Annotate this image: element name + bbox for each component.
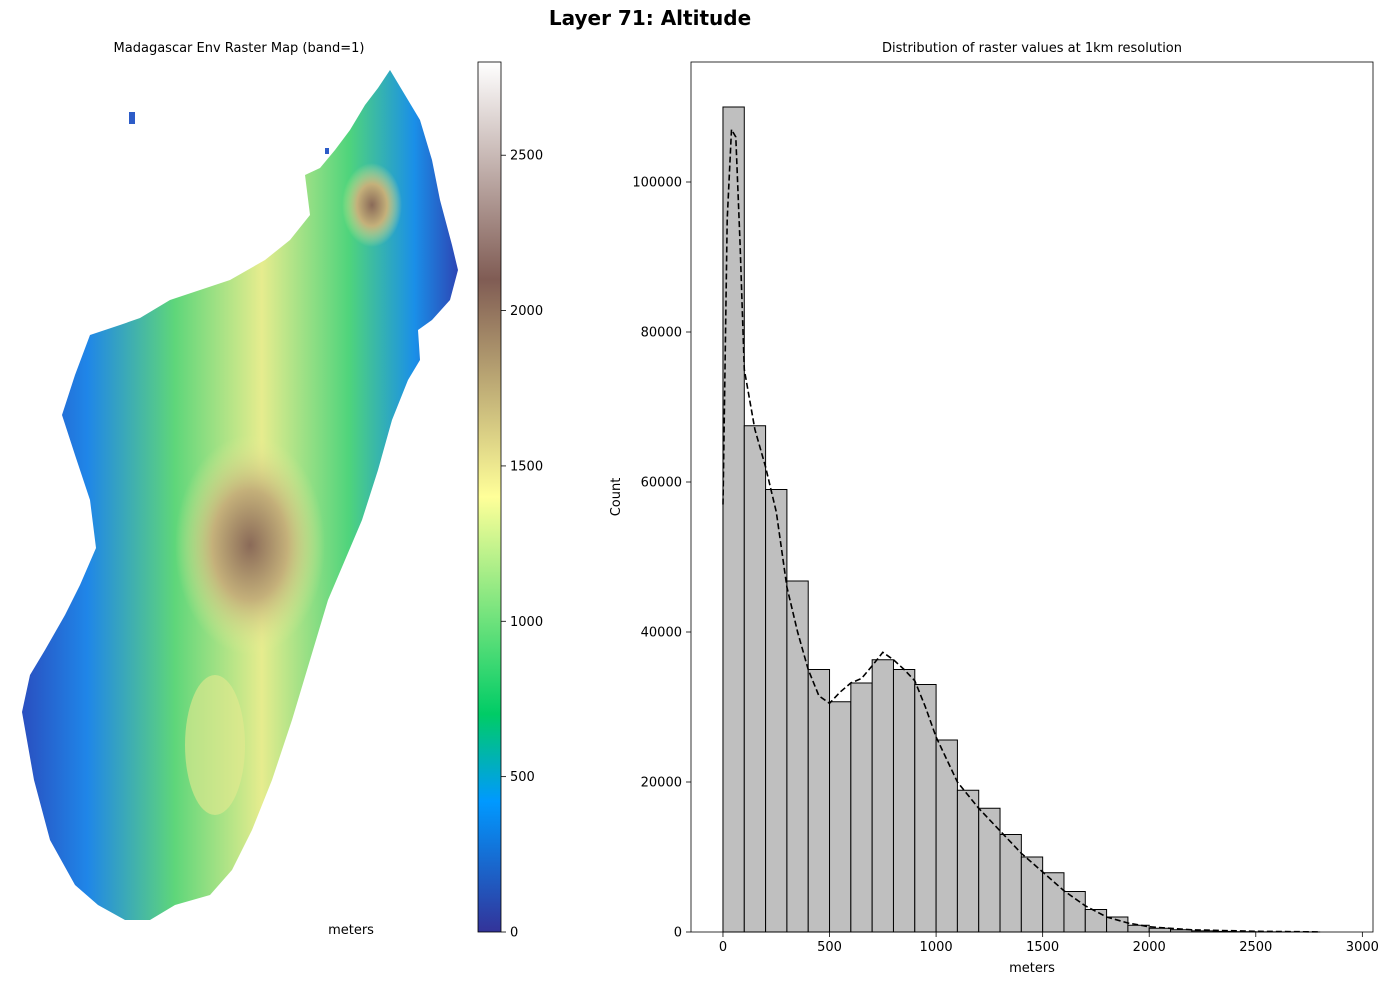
x-tick-label: 0 <box>719 940 727 955</box>
y-tick-label: 60000 <box>641 476 682 491</box>
x-tick-label: 1000 <box>920 940 953 955</box>
y-tick-label: 80000 <box>641 326 682 341</box>
histogram-bar <box>1020 856 1044 933</box>
histogram-bar <box>935 739 958 933</box>
colorbar-tick-label: 0 <box>510 926 518 941</box>
x-tick-label: 2000 <box>1133 940 1166 955</box>
map-title: Madagascar Env Raster Map (band=1) <box>113 41 365 56</box>
y-tick-label: 0 <box>674 926 682 941</box>
histogram-bar <box>1042 872 1065 933</box>
histogram-bar <box>892 669 916 933</box>
histogram-bar <box>722 106 745 933</box>
figure-title: Layer 71: Altitude <box>548 6 752 30</box>
x-axis-ticks: 0 500 1000 1500 2000 2500 3000 <box>719 932 1379 955</box>
plot-frame <box>690 61 1374 933</box>
colorbar-gradient <box>477 61 502 933</box>
colorbar-label: meters <box>328 923 374 938</box>
colorbar-ticks: 0 500 1000 1500 2000 2500 <box>501 149 543 941</box>
x-tick-label: 1500 <box>1026 940 1059 955</box>
histogram-bars <box>722 106 1321 933</box>
histogram-bar <box>956 789 980 933</box>
y-axis-label: Count <box>609 478 624 517</box>
colorbar-tick-label: 500 <box>510 770 535 785</box>
histogram-title: Distribution of raster values at 1km res… <box>881 41 1183 56</box>
histogram-bar <box>829 701 852 933</box>
histogram-bar <box>850 682 873 933</box>
colorbar-tick-label: 2500 <box>510 149 543 164</box>
colorbar: 0 500 1000 1500 2000 2500 <box>477 61 543 941</box>
x-axis-label: meters <box>1009 961 1055 976</box>
histogram-bar <box>1084 909 1108 933</box>
islet <box>129 112 135 124</box>
colorbar-tick-label: 1500 <box>510 459 543 474</box>
northern-highlands <box>342 163 402 247</box>
histogram-bar <box>807 669 831 933</box>
colorbar-tick-label: 2000 <box>510 304 543 319</box>
raster-map <box>22 70 458 920</box>
y-axis-ticks: 0 20000 40000 60000 80000 100000 <box>632 176 691 941</box>
histogram: 0 500 1000 1500 2000 2500 3000 0 20000 40000 6000… <box>609 61 1379 976</box>
x-tick-label: 3000 <box>1346 940 1379 955</box>
y-tick-label: 100000 <box>632 176 682 191</box>
histogram-bar <box>871 659 894 933</box>
y-tick-label: 20000 <box>641 776 682 791</box>
x-tick-label: 2500 <box>1239 940 1272 955</box>
southern-highlands <box>185 675 245 815</box>
colorbar-tick-label: 1000 <box>510 615 543 630</box>
central-highlands <box>175 435 325 655</box>
x-tick-label: 500 <box>817 940 842 955</box>
histogram-bar <box>914 684 937 933</box>
y-tick-label: 40000 <box>641 626 682 641</box>
histogram-bar <box>1063 891 1086 933</box>
islet <box>325 148 329 154</box>
kde-curve <box>722 126 1320 933</box>
histogram-bar <box>743 425 767 933</box>
histogram-bar <box>1148 927 1172 933</box>
histogram-bar <box>765 489 788 933</box>
